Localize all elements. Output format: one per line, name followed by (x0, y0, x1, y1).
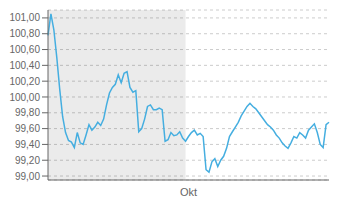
svg-text:99,80: 99,80 (15, 107, 40, 118)
svg-text:99,20: 99,20 (15, 155, 40, 166)
svg-text:100,60: 100,60 (9, 44, 40, 55)
svg-text:100,20: 100,20 (9, 76, 40, 87)
svg-text:100,80: 100,80 (9, 28, 40, 39)
svg-text:99,40: 99,40 (15, 139, 40, 150)
svg-text:100,00: 100,00 (9, 92, 40, 103)
svg-text:99,00: 99,00 (15, 171, 40, 182)
svg-text:99,60: 99,60 (15, 123, 40, 134)
svg-text:Okt: Okt (180, 186, 197, 198)
svg-text:100,40: 100,40 (9, 60, 40, 71)
svg-text:101,00: 101,00 (9, 12, 40, 23)
